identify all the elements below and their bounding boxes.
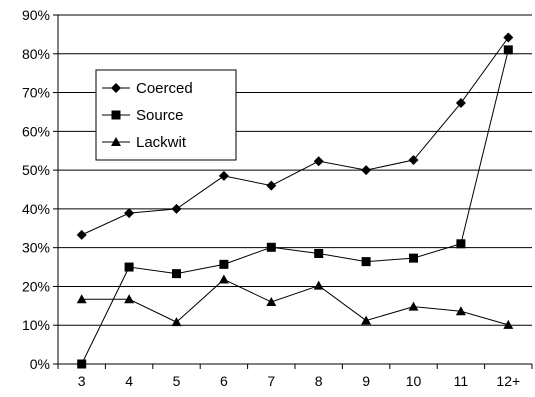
legend-marker-lackwit	[111, 137, 121, 146]
x-tick-label: 7	[267, 373, 275, 389]
x-tick-label: 4	[125, 373, 133, 389]
data-point-source	[409, 253, 418, 263]
y-tick-label: 70%	[22, 85, 50, 101]
legend-label-source: Source	[136, 107, 184, 124]
series-line-coerced	[81, 37, 509, 236]
data-point-lackwit	[503, 319, 514, 329]
data-point-lackwit	[266, 296, 277, 306]
axes	[53, 14, 533, 369]
x-tick-label: 12+	[496, 373, 520, 389]
data-point-lackwit	[361, 315, 372, 325]
legend-marker-coerced	[111, 83, 121, 93]
x-tick-label: 6	[220, 373, 228, 389]
x-tick-label: 8	[315, 373, 323, 389]
y-tick-label: 40%	[22, 201, 50, 217]
x-tick-label: 9	[362, 373, 370, 389]
data-point-lackwit	[76, 294, 87, 304]
data-point-coerced	[76, 229, 87, 240]
data-point-coerced	[503, 32, 514, 43]
data-point-source	[503, 45, 513, 55]
y-tick-label: 90%	[22, 7, 50, 23]
legend-label-coerced: Coerced	[136, 80, 193, 97]
y-tick-label: 80%	[22, 46, 50, 62]
legend-item-lackwit: Lackwit	[102, 134, 187, 151]
data-point-coerced	[313, 156, 324, 167]
series-line-source	[81, 49, 509, 365]
data-point-source	[314, 248, 324, 258]
series-lackwit	[76, 274, 514, 329]
data-point-coerced	[124, 208, 135, 219]
data-point-coerced	[218, 170, 229, 181]
data-point-source	[77, 359, 87, 369]
series-lines	[76, 32, 514, 369]
data-point-source	[361, 257, 371, 267]
legend-item-coerced: Coerced	[102, 80, 193, 97]
legend-label-lackwit: Lackwit	[136, 134, 187, 151]
legend: Coerced Source Lackwit	[95, 69, 237, 161]
y-tick-label: 20%	[22, 278, 50, 294]
data-point-coerced	[361, 165, 372, 176]
data-point-lackwit	[408, 301, 419, 311]
data-point-lackwit	[313, 280, 324, 290]
y-tick-label: 60%	[22, 123, 50, 139]
data-point-lackwit	[171, 317, 182, 327]
x-axis-tick-labels: 3 4 5 6 7 8 9 10 11 12+	[78, 373, 520, 389]
gridlines	[58, 14, 532, 326]
data-point-coerced	[455, 98, 466, 109]
x-tick-label: 3	[78, 373, 86, 389]
data-point-lackwit	[455, 306, 466, 316]
y-tick-label: 50%	[22, 162, 50, 178]
x-tick-label: 10	[406, 373, 422, 389]
data-point-coerced	[171, 203, 182, 214]
data-point-lackwit	[218, 274, 229, 284]
series-coerced	[76, 32, 514, 240]
data-point-source	[456, 239, 466, 249]
data-point-lackwit	[124, 294, 135, 304]
legend-marker-source	[111, 110, 121, 120]
data-point-source	[172, 269, 181, 279]
y-tick-label: 10%	[22, 317, 50, 333]
data-point-coerced	[266, 180, 277, 191]
data-point-coerced	[408, 155, 419, 166]
y-tick-label: 30%	[22, 240, 50, 256]
series-source	[77, 45, 513, 369]
legend-item-source: Source	[102, 107, 184, 124]
x-tick-label: 5	[173, 373, 181, 389]
y-axis-tick-labels: 0% 10% 20% 30% 40% 50% 60% 70% 80% 90%	[22, 7, 50, 372]
data-point-source	[266, 242, 276, 252]
x-tick-label: 11	[454, 373, 469, 389]
data-point-source	[219, 259, 229, 269]
data-point-source	[124, 262, 134, 272]
series-line-lackwit	[81, 278, 509, 326]
y-tick-label: 0%	[30, 356, 50, 372]
